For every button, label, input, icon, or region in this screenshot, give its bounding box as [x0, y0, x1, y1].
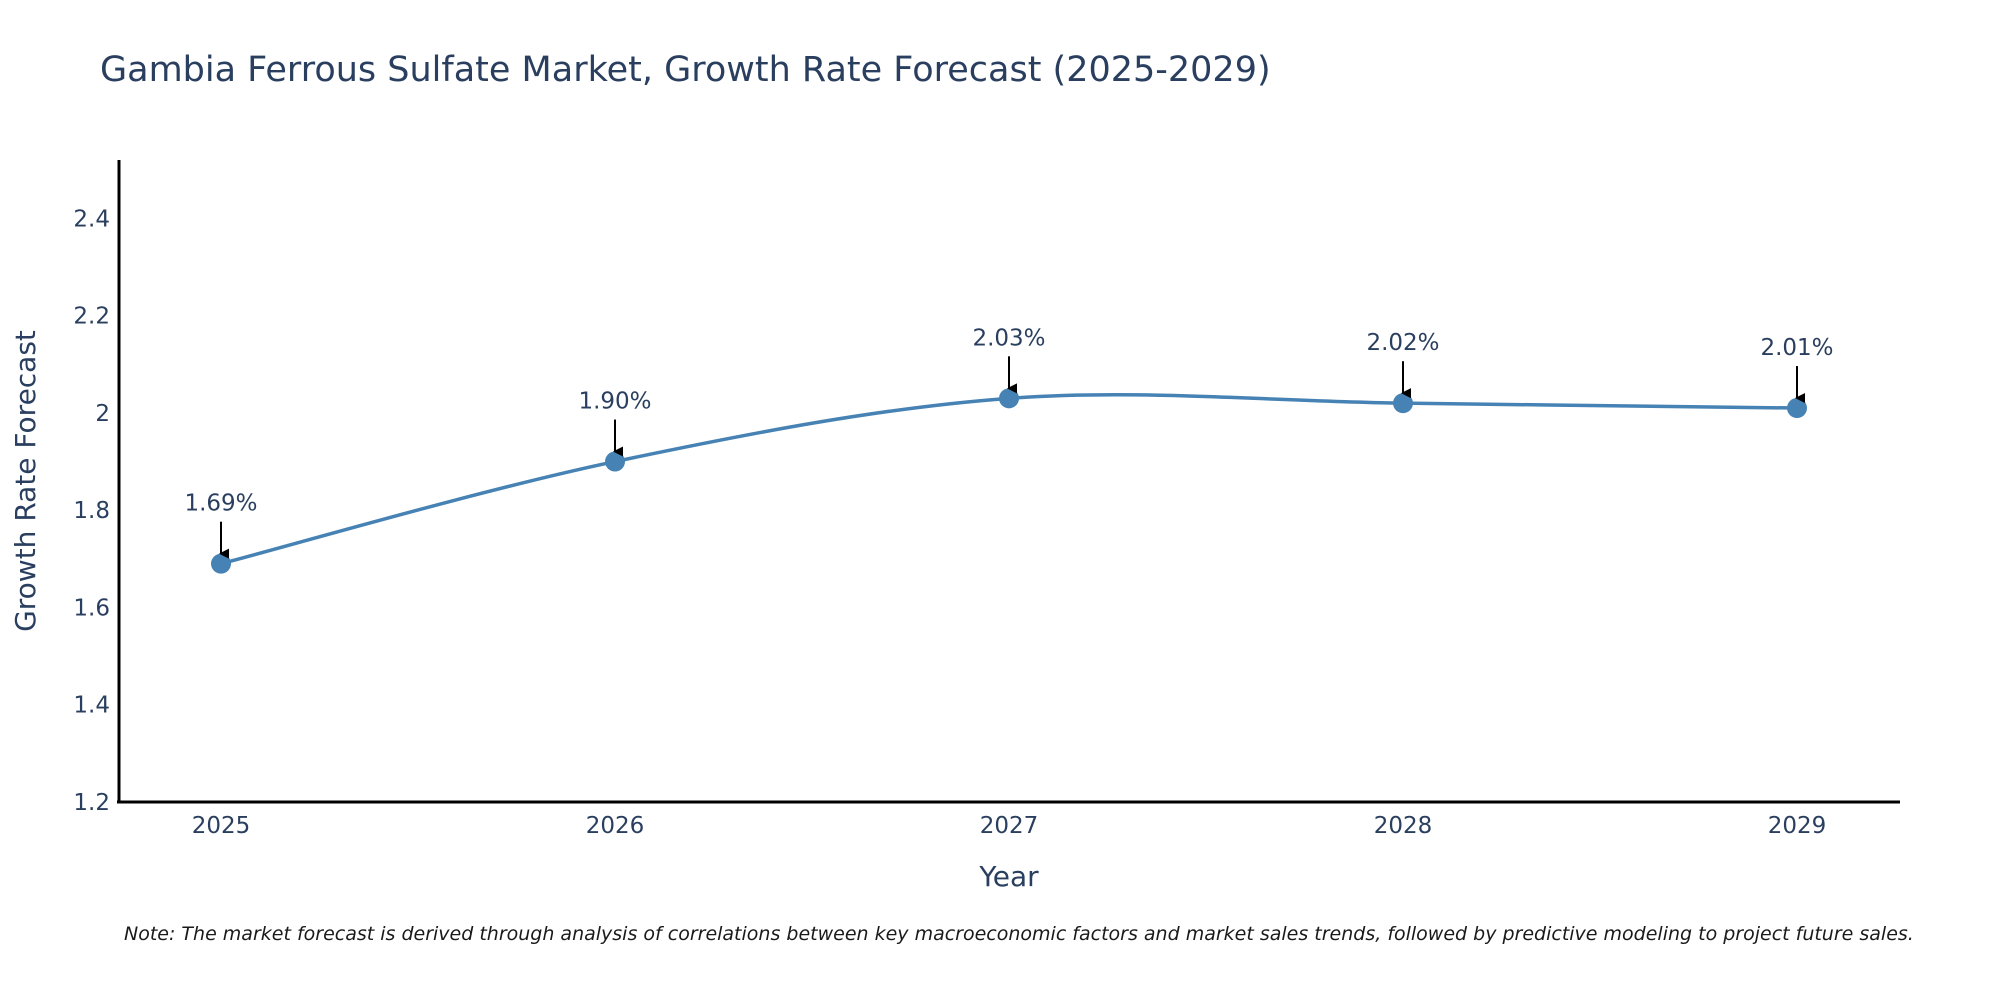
data-label: 2.03% [972, 325, 1045, 351]
data-point[interactable] [605, 451, 625, 472]
x-tick-label: 2026 [586, 813, 645, 839]
footnote: Note: The market forecast is derived thr… [124, 923, 1914, 945]
y-ticks: 1.2 1.4 1.6 1.8 2 2.2 2.4 [73, 206, 110, 816]
y-tick-label: 2.2 [73, 304, 110, 330]
y-tick-label: 1.2 [73, 790, 110, 816]
x-ticks: 2025 2026 2027 2028 2029 [192, 813, 1827, 839]
series-line [220, 392, 1798, 566]
y-tick-label: 1.6 [73, 595, 110, 621]
x-tick-label: 2028 [1374, 813, 1433, 839]
x-tick-label: 2029 [1768, 813, 1827, 839]
data-label: 1.90% [578, 389, 651, 415]
data-label: 1.69% [184, 491, 257, 517]
data-point[interactable] [211, 553, 231, 574]
data-point[interactable] [1787, 398, 1807, 419]
series-layer: 1.69% 1.90% 2.03% 2.02% 2.01% [184, 325, 1834, 574]
x-axis-title: Year [978, 860, 1039, 893]
y-tick-label: 2.4 [73, 206, 110, 232]
y-tick-label: 1.8 [73, 498, 110, 524]
data-point[interactable] [999, 388, 1019, 409]
data-point[interactable] [1393, 393, 1413, 414]
y-tick-label: 1.4 [73, 693, 110, 719]
x-tick-label: 2025 [192, 813, 251, 839]
y-tick-label: 2 [95, 401, 110, 427]
chart-title: Gambia Ferrous Sulfate Market, Growth Ra… [100, 50, 1271, 90]
x-tick-label: 2027 [980, 813, 1039, 839]
data-label: 2.02% [1366, 330, 1439, 356]
data-label: 2.01% [1760, 335, 1833, 361]
y-axis-title: Growth Rate Forecast [9, 330, 42, 632]
